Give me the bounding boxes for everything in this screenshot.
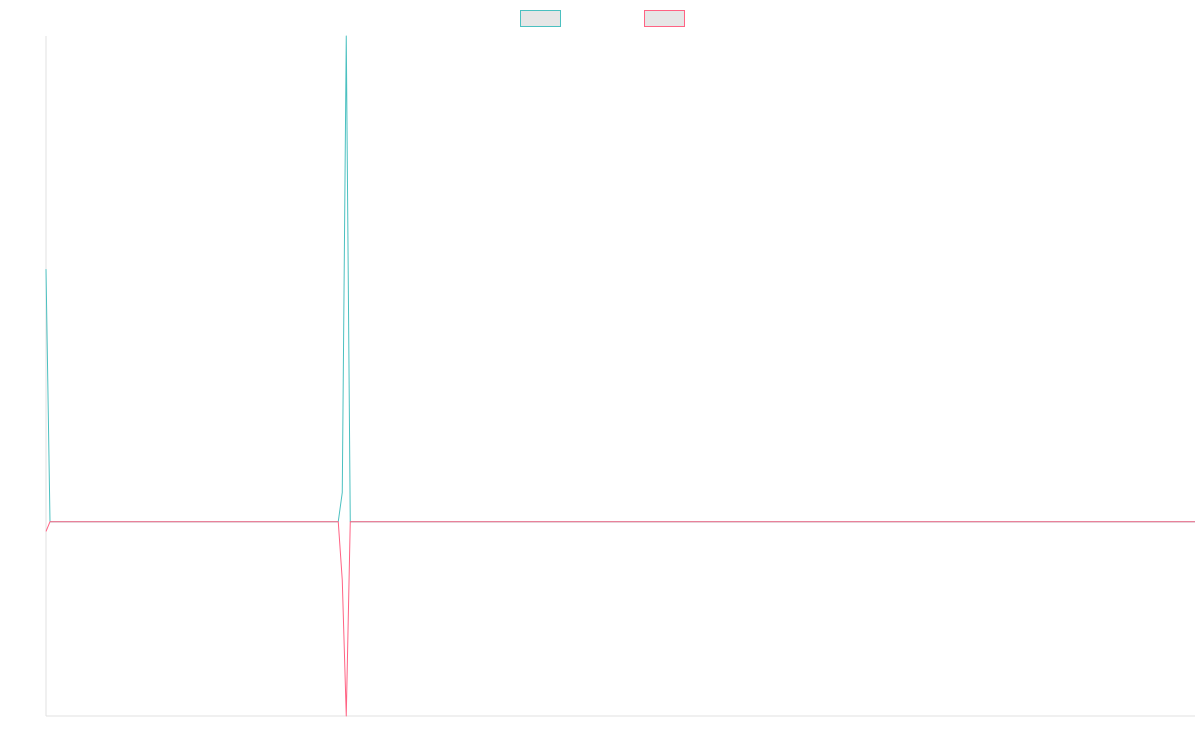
legend-swatch-1[interactable]	[520, 10, 561, 27]
legend	[520, 10, 685, 27]
series-line-2	[45, 521, 1195, 717]
series-layer	[45, 35, 1195, 717]
legend-swatch-2[interactable]	[644, 10, 685, 27]
series-line-1	[45, 35, 1195, 523]
